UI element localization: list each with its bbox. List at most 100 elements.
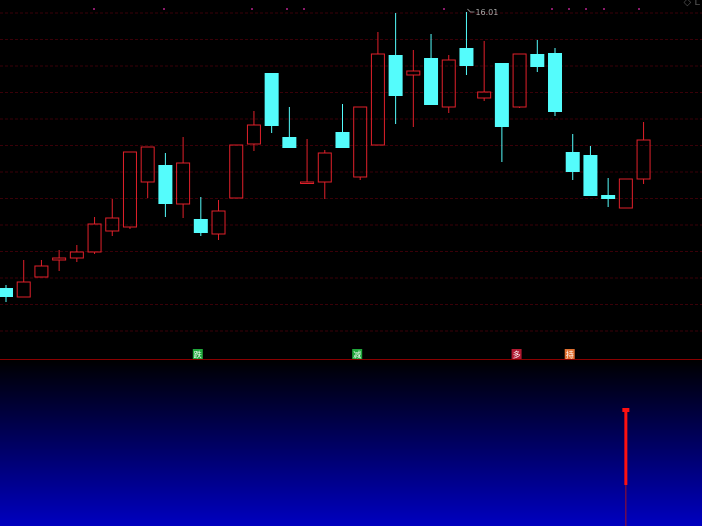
candles: [0, 12, 651, 302]
grid-lines: [0, 12, 702, 332]
candle-body-up: [441, 59, 456, 108]
max-price-pointer: [467, 8, 475, 13]
signal-markers: 跌减多持: [192, 349, 575, 360]
candle-body-down: [282, 137, 297, 148]
candle: [158, 153, 173, 217]
candle-body-up: [105, 217, 120, 232]
candle: [353, 106, 368, 180]
max-price-annotation: 16.01: [467, 8, 498, 17]
candle: [176, 137, 191, 218]
candle: [0, 285, 13, 302]
indicator-bars: [622, 408, 630, 526]
candle: [618, 178, 633, 209]
candle-body-up: [87, 223, 102, 253]
candle-body-up: [636, 139, 651, 180]
candle: [52, 250, 67, 271]
candle: [459, 12, 474, 75]
candle-body-down: [548, 53, 563, 112]
candle-body-up: [52, 257, 67, 261]
max-price-label: 16.01: [475, 8, 498, 17]
signal-badge: [564, 349, 575, 359]
candle-body-up: [370, 53, 385, 146]
candle: [494, 63, 509, 162]
candle-body-up: [353, 106, 368, 178]
indicator-bar: [624, 410, 628, 485]
candle: [388, 13, 403, 124]
candle-body-down: [601, 195, 616, 199]
candle: [264, 73, 279, 133]
candle: [193, 197, 208, 236]
candle-body-down: [158, 165, 173, 204]
top-marker: [638, 8, 640, 10]
signal-label: 跌: [194, 350, 202, 360]
candle: [601, 178, 616, 207]
top-marker: [443, 8, 445, 10]
top-marker: [286, 8, 288, 10]
candle-body-up: [477, 91, 492, 99]
top-marker: [568, 8, 570, 10]
candle: [122, 151, 137, 229]
candle: [140, 146, 155, 198]
candle-body-up: [618, 178, 633, 209]
candle-body-up: [211, 210, 226, 235]
top-markers: [93, 8, 640, 10]
candle-body-up: [300, 181, 315, 184]
candle-body-up: [406, 70, 421, 76]
candle-body-down: [335, 132, 350, 148]
candle-body-down: [424, 58, 439, 105]
candle-body-up: [176, 162, 191, 205]
candle-body-up: [229, 144, 244, 199]
candle: [300, 139, 315, 184]
candle-body-up: [317, 152, 332, 183]
candle: [583, 146, 598, 196]
candle: [282, 107, 297, 148]
candle-body-down: [530, 54, 545, 67]
candle: [406, 50, 421, 127]
candle-body-up: [140, 146, 155, 183]
candle-body-down: [583, 155, 598, 196]
candle-body-up: [34, 265, 49, 278]
candle-body-up: [512, 53, 527, 108]
indicator-bar-cap: [622, 408, 630, 412]
signal-badge: [192, 349, 203, 359]
signal-label: 持: [566, 350, 574, 360]
top-marker: [603, 8, 605, 10]
signal-label: 多: [513, 350, 521, 360]
candle: [246, 111, 261, 151]
candle: [530, 40, 545, 72]
candle-body-up: [122, 151, 137, 228]
candle-body-up: [246, 124, 261, 145]
candle-body-down: [388, 55, 403, 96]
candle: [512, 53, 527, 108]
top-marker: [251, 8, 253, 10]
candle: [370, 32, 385, 146]
candle: [16, 260, 31, 298]
top-marker: [163, 8, 165, 10]
candle: [211, 200, 226, 240]
candle: [424, 34, 439, 105]
candle: [335, 104, 350, 148]
top-marker: [551, 8, 553, 10]
candle: [34, 260, 49, 278]
candle: [229, 144, 244, 199]
candle: [565, 134, 580, 180]
top-marker: [303, 8, 305, 10]
candle-body-up: [69, 251, 84, 259]
candle-body-down: [565, 152, 580, 172]
candle: [87, 217, 102, 254]
candle: [317, 150, 332, 199]
indicator-panel: [0, 360, 702, 526]
candle: [636, 122, 651, 184]
corner-label: ◇ L: [683, 0, 700, 8]
signal-label: 减: [353, 350, 361, 360]
candle: [69, 245, 84, 262]
candle: [548, 48, 563, 116]
candle-body-down: [0, 288, 13, 297]
candle-body-down: [494, 63, 509, 127]
top-marker: [585, 8, 587, 10]
candle-body-down: [193, 219, 208, 233]
candle: [441, 55, 456, 113]
candle-body-down: [459, 48, 474, 66]
candle-body-down: [264, 73, 279, 126]
